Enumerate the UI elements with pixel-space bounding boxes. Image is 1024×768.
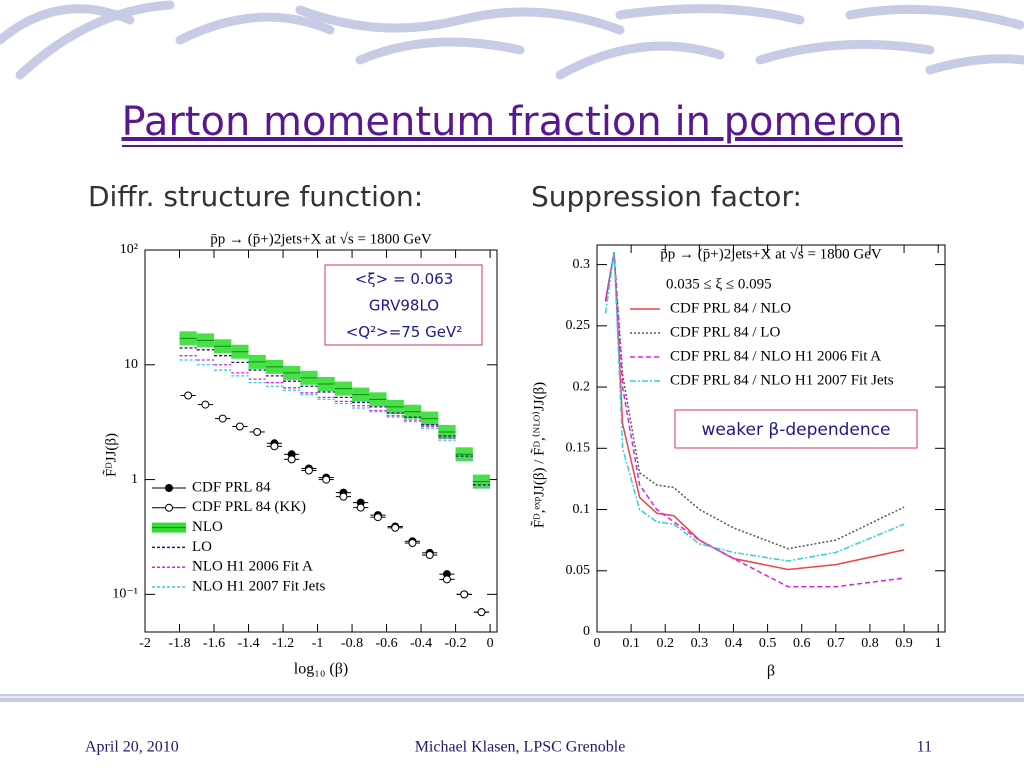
x-tick-label: -1.2 [272,636,294,651]
data-point [442,575,451,584]
x-tick-label: 0 [487,636,494,651]
data-point [304,466,313,475]
x-tick-label: 0.3 [691,636,709,651]
x-tick-label: 0.4 [725,636,743,651]
footer-band-highlight [0,696,1024,698]
footer-page: 11 [917,739,932,756]
legend-label: CDF PRL 84 / NLO H1 2006 Fit A [670,348,881,364]
data-line [604,252,905,550]
x-tick-label: 0 [594,636,601,651]
y-tick-label: 10² [120,242,138,257]
legend-label: NLO [192,519,223,535]
left-heading: Diffr. structure function: [88,180,423,213]
legend-label: NLO H1 2007 Fit Jets [192,578,326,594]
annotation: GRV98LO [369,297,439,315]
x-tick-label: -0.4 [410,636,432,651]
data-point [373,513,382,522]
data-point [425,551,434,560]
data-point [270,442,279,451]
annotation: <Q²>=75 GeV² [346,323,463,341]
legend-label: CDF PRL 84 [192,479,271,495]
x-tick-label: -0.2 [445,636,467,651]
footer-author: Michael Klasen, LPSC Grenoble [415,739,626,756]
x-tick-label: -1 [312,636,324,651]
x-tick-label: 0.8 [861,636,879,651]
legend-label: CDF PRL 84 / NLO H1 2007 Fit Jets [670,372,894,388]
data-point [477,608,486,617]
data-point [356,503,365,512]
legend-label: CDF PRL 84 / LO [670,324,780,340]
x-tick-label: 0.7 [827,636,845,651]
y-tick-label: 0.05 [566,563,591,578]
x-tick-label: 0.9 [895,636,913,651]
x-tick-label: 0.2 [656,636,674,651]
x-tick-label: 0.1 [622,636,640,651]
chart-title: p̄p → (p̄+)2jets+X at √s = 1800 GeV [210,231,432,247]
y-tick-label: 10⁻¹ [112,587,138,602]
legend-label: CDF PRL 84 / NLO [670,300,791,316]
plot-frame [596,244,946,633]
legend-title: 0.035 ≤ ξ ≤ 0.095 [666,276,772,292]
data-point [322,475,331,484]
x-axis-label: log₁₀ (β) [294,661,348,678]
chart: p̄p → (p̄+)2jets+X at √s = 1800 GeV β F̃ᴰ,… [531,244,946,680]
y-tick-label: 0.1 [573,502,591,517]
x-tick-label: -0.6 [375,636,397,651]
x-axis-label: β [767,663,775,680]
data-point [201,400,210,409]
data-point [339,492,348,501]
legend-swatch [165,484,173,492]
annotation: <ξ> = 0.063 [355,270,454,288]
annotation-box [674,409,918,449]
y-tick-label: 10 [124,357,138,372]
y-axis-label: F̃ᴰJJ(β) [103,433,120,477]
x-tick-label: -2 [139,636,151,651]
data-point [184,391,193,400]
y-tick-label: 0.2 [573,379,591,394]
y-tick-label: 0.25 [566,318,591,333]
data-line [604,252,905,562]
right-heading: Suppression factor: [531,180,802,213]
header-decoration [0,0,1024,80]
footer-date: April 20, 2010 [85,739,179,756]
data-point [391,523,400,532]
chart-title: p̄p → (p̄+)2jets+X at √s = 1800 GeV [660,246,882,262]
data-point [287,455,296,464]
data-point [218,414,227,423]
legend-label: NLO H1 2006 Fit A [192,559,313,575]
x-tick-label: -1.6 [203,636,225,651]
chart: p̄p → (p̄+)2jets+X at √s = 1800 GeV log₁₀… [103,231,498,678]
data-line [604,252,905,588]
charts: p̄p → (p̄+)2jets+X at √s = 1800 GeV log₁₀… [103,231,946,680]
data-point [460,590,469,599]
annotation-box [324,264,483,346]
legend-label: LO [192,539,212,555]
y-tick-label: 0 [583,624,590,639]
x-tick-label: 0.5 [759,636,777,651]
x-tick-label: -0.8 [341,636,363,651]
plot-frame [144,249,498,633]
data-point [408,539,417,548]
y-tick-label: 0.15 [566,441,591,456]
annotation: weaker β-dependence [702,420,891,440]
y-tick-label: 0.3 [573,257,591,272]
legend-swatch [165,503,173,512]
x-tick-label: 0.6 [793,636,811,651]
x-tick-label: 1 [935,636,942,651]
y-axis-label: F̃ᴰ,ᵉˣᵖJJ(β) / F̃ᴰ,⁽ᴺᴸᴼ⁾JJ(β) [531,382,548,528]
x-tick-label: -1.4 [237,636,259,651]
legend-label: CDF PRL 84 (KK) [192,499,306,515]
slide-title: Parton momentum fraction in pomeron [122,99,903,145]
data-point [235,422,244,431]
y-tick-label: 1 [131,472,138,487]
x-tick-label: -1.8 [168,636,190,651]
data-point [253,427,262,436]
